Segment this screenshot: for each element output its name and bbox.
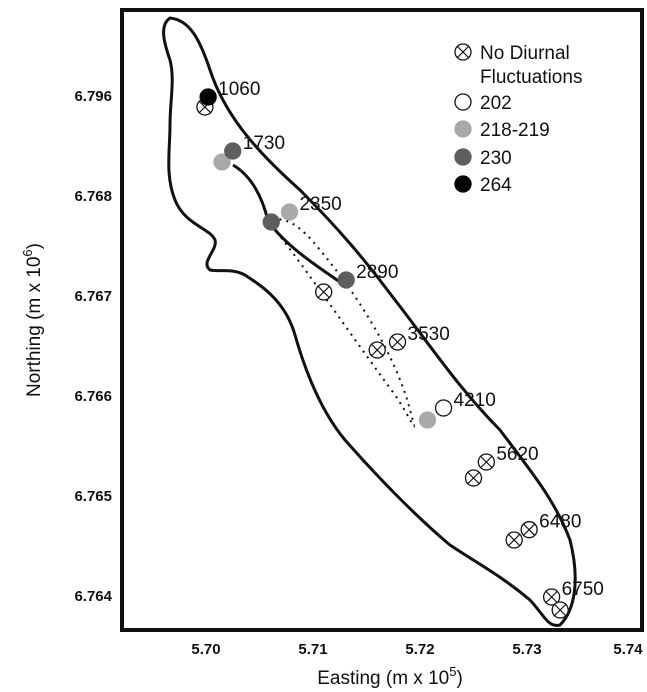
point-annotation: 5620 — [496, 444, 538, 465]
points-layer — [196, 88, 569, 619]
legend-label-264: 264 — [480, 175, 512, 196]
y-tick-label: 6.768 — [74, 188, 112, 205]
x-ticks: 5.70 5.71 5.72 5.73 5.74 — [191, 641, 643, 658]
data-point — [542, 588, 561, 606]
y-tick-label: 6.767 — [74, 288, 112, 305]
legend-label-no-diurnal-line2: Fluctuations — [480, 67, 582, 88]
data-point — [280, 203, 299, 221]
data-point — [368, 341, 386, 359]
x-axis-title-exp: 5 — [449, 664, 456, 679]
point-annotation: 1060 — [218, 79, 260, 100]
x-axis-title: Easting (m x 105) — [317, 664, 463, 689]
x-axis-title-main: Easting (m x 10 — [317, 668, 449, 689]
data-point — [464, 469, 483, 487]
x-tick-label: 5.71 — [298, 641, 327, 658]
point-annotation: 1730 — [243, 133, 285, 154]
legend-marker-no-diurnal — [454, 43, 472, 61]
legend-marker-230 — [454, 148, 472, 166]
point-annotation: 4210 — [454, 390, 496, 411]
point-annotation: 6750 — [562, 579, 604, 600]
x-tick-label: 5.74 — [613, 641, 643, 658]
data-point — [418, 411, 437, 429]
y-axis-title-exp: 6 — [20, 249, 35, 256]
point-annotation: 6480 — [539, 512, 581, 533]
data-point — [388, 333, 407, 351]
x-tick-label: 5.73 — [512, 641, 541, 658]
legend-label-230: 230 — [480, 148, 512, 169]
lake-outline — [162, 16, 577, 627]
point-annotation: 2350 — [299, 194, 341, 215]
point-annotation: 2890 — [356, 262, 398, 283]
data-point — [520, 521, 538, 539]
labels-layer: 1060 1730 2350 2890 3530 4210 5620 6480 6750 — [218, 79, 604, 600]
legend-marker-264 — [454, 175, 472, 193]
legend-label-218-219: 218-219 — [480, 120, 550, 141]
data-point — [213, 153, 231, 171]
data-point — [315, 283, 333, 301]
x-tick-label: 5.72 — [405, 641, 434, 658]
legend: No Diurnal Fluctuations 202 218-219 230 … — [454, 43, 582, 196]
y-ticks: 6.764 6.765 6.766 6.767 6.768 6.796 — [74, 88, 112, 605]
data-point — [199, 88, 217, 106]
data-point — [551, 601, 569, 619]
y-tick-label: 6.765 — [74, 488, 112, 505]
y-tick-label: 6.764 — [74, 588, 112, 605]
y-axis-title-end: ) — [24, 243, 45, 249]
legend-label-no-diurnal: No Diurnal — [480, 43, 570, 64]
legend-marker-218-219 — [454, 120, 472, 138]
data-point — [262, 213, 280, 231]
data-point — [505, 531, 523, 549]
y-tick-label: 6.766 — [74, 388, 112, 405]
legend-marker-202 — [454, 93, 472, 111]
x-tick-label: 5.70 — [191, 641, 220, 658]
y-tick-label: 6.796 — [74, 88, 112, 105]
data-point — [477, 453, 495, 471]
legend-label-202: 202 — [480, 93, 512, 114]
data-point — [337, 271, 355, 289]
data-point — [224, 142, 242, 160]
y-axis-title-main: Northing (m x 10 — [24, 257, 45, 397]
point-annotation: 3530 — [408, 324, 450, 345]
data-point — [434, 399, 453, 417]
y-axis-title: Northing (m x 106) — [20, 243, 45, 397]
x-axis-title-end: ) — [456, 668, 462, 689]
